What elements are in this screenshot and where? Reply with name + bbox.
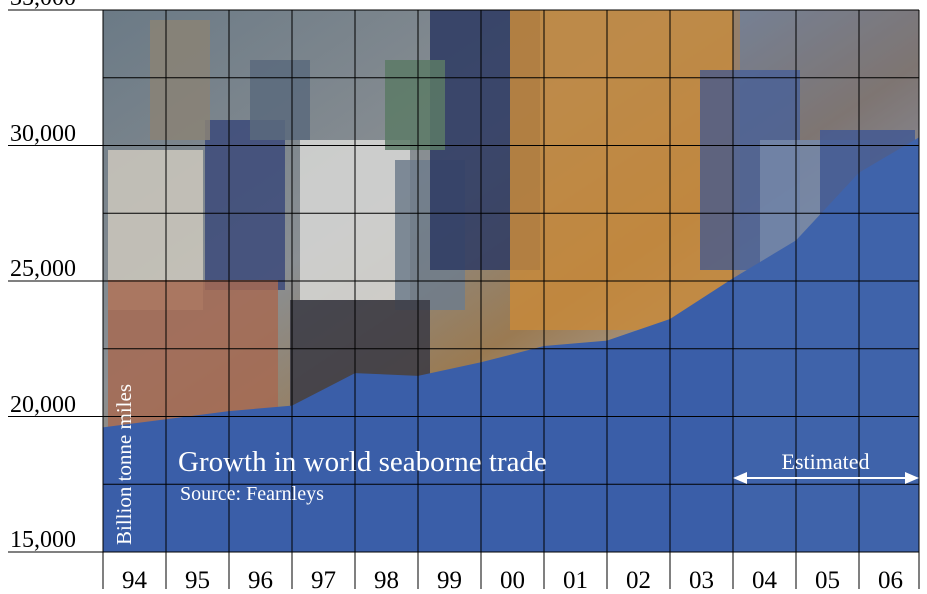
y-tick-label: 20,000 [10, 391, 76, 418]
y-tick-label: 30,000 [10, 120, 76, 147]
x-tick-label: 99 [437, 567, 462, 594]
y-tick-label: 25,000 [10, 256, 76, 282]
x-tick-label: 02 [626, 567, 651, 594]
x-tick-label: 03 [689, 567, 714, 594]
x-tick-label: 98 [374, 567, 399, 594]
x-tick-label: 96 [248, 567, 273, 594]
chart-title: Growth in world seaborne trade [178, 446, 547, 478]
y-tick-label: 15,000 [10, 527, 76, 553]
photo-shape [385, 60, 445, 150]
photo-shape [150, 20, 210, 140]
x-tick-label: 94 [122, 567, 147, 594]
x-tick-label: 00 [500, 567, 525, 594]
y-tick-label: 35,000 [10, 0, 76, 10]
photo-shape [250, 60, 310, 140]
y-axis-label: Billion tonne miles [112, 384, 136, 545]
x-tick-label: 01 [563, 567, 588, 594]
x-tick-label: 97 [311, 567, 336, 594]
area-series [103, 137, 919, 552]
photo-shape [108, 280, 278, 430]
chart-source: Source: Fearnleys [180, 483, 324, 505]
x-tick-label: 06 [878, 567, 903, 594]
photo-shape [205, 120, 285, 290]
x-tick-label: 05 [815, 567, 840, 594]
estimated-label: Estimated [781, 449, 870, 474]
estimated-arrow-left-head [733, 472, 747, 484]
estimated-arrow-right-head [905, 472, 919, 484]
x-tick-label: 04 [752, 567, 777, 594]
x-tick-label: 95 [185, 567, 210, 594]
